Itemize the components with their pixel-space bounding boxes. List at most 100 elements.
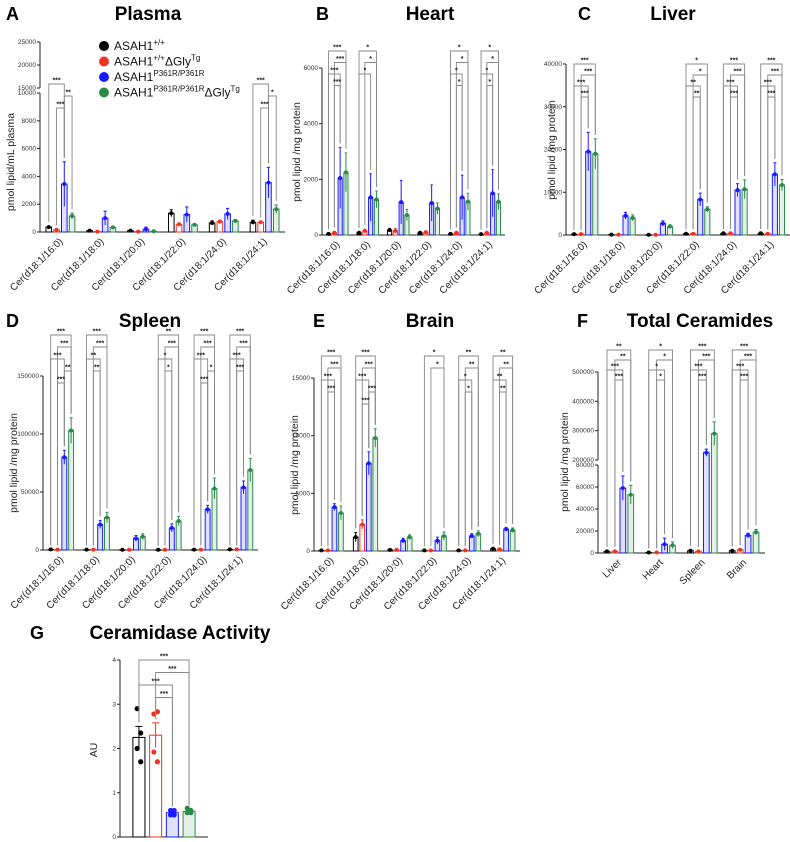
bar <box>702 452 710 554</box>
data-point <box>712 431 717 436</box>
data-point <box>87 228 92 233</box>
data-point <box>133 536 138 541</box>
significance-label: *** <box>168 341 176 348</box>
data-point <box>604 549 609 554</box>
significance-label: * <box>655 364 658 371</box>
data-point <box>765 231 770 236</box>
significance-bracket <box>656 379 666 549</box>
data-point <box>469 534 474 539</box>
significance-bracket <box>236 370 244 546</box>
y-tick-label: 10000 <box>292 433 310 440</box>
significance-bracket <box>155 697 173 807</box>
significance-label: *** <box>52 78 60 85</box>
y-tick-label: 0 <box>590 550 594 557</box>
y-tick-label: 10000 <box>18 90 36 97</box>
data-point <box>258 220 263 225</box>
significance-label: *** <box>93 329 101 336</box>
data-point <box>332 230 337 235</box>
significance-label: *** <box>361 350 369 357</box>
data-point <box>151 749 157 755</box>
significance-bracket <box>56 107 65 226</box>
significance-label: * <box>271 90 274 97</box>
significance-label: *** <box>581 91 589 98</box>
significance-label: * <box>659 344 662 351</box>
data-point <box>476 531 481 536</box>
significance-bracket <box>685 63 708 230</box>
data-point <box>227 547 232 552</box>
bar <box>331 506 338 552</box>
data-point <box>628 492 633 497</box>
significance-label: *** <box>694 364 702 371</box>
data-point <box>497 547 502 552</box>
significance-label: *** <box>260 102 268 109</box>
x-tick-label: Spleen <box>678 557 708 587</box>
bar <box>509 529 516 552</box>
significance-label: * <box>167 365 170 372</box>
significance-label: *** <box>767 91 775 98</box>
data-point <box>654 550 659 555</box>
data-point <box>84 547 89 552</box>
panel-B: B Heart 0 2000 4000 6000 pmol lipid /mg protei… <box>285 4 505 297</box>
data-point <box>667 224 672 229</box>
panel-letter: A <box>6 4 19 24</box>
data-point <box>435 206 440 211</box>
significance-label: *** <box>53 353 61 360</box>
significance-label: *** <box>744 354 752 361</box>
significance-bracket <box>207 370 215 502</box>
significance-label: *** <box>233 353 241 360</box>
data-point <box>134 745 140 752</box>
significance-label: * <box>659 374 662 381</box>
data-point <box>338 510 343 515</box>
data-point <box>234 547 239 552</box>
x-tick-label: Brain <box>725 557 749 581</box>
data-point <box>248 467 253 472</box>
data-point <box>504 527 509 532</box>
panel-letter: F <box>577 311 588 331</box>
data-point <box>404 212 409 217</box>
y-tick-label: 3 <box>112 701 116 708</box>
data-point <box>373 435 378 440</box>
y-tick-label: 15000 <box>18 85 36 92</box>
significance-label: * <box>695 58 698 65</box>
significance-label: *** <box>615 374 623 381</box>
data-point <box>696 549 701 554</box>
data-point <box>593 151 598 156</box>
y-tick-label: 15000 <box>292 375 310 382</box>
y-tick-label: 0 <box>32 229 36 236</box>
significance-label: *** <box>361 398 369 405</box>
data-point <box>128 228 133 233</box>
significance-bracket <box>580 96 589 230</box>
significance-label: * <box>363 68 366 75</box>
legend-label: ASAH1+/+ΔGlyTg <box>114 54 200 69</box>
significance-label: * <box>455 68 458 75</box>
data-point <box>448 231 453 236</box>
significance-bracket <box>692 96 701 230</box>
x-tick-label: Heart <box>641 557 666 582</box>
significance-label: ** <box>94 365 100 372</box>
data-point <box>465 199 470 204</box>
significance-label: * <box>210 365 213 372</box>
data-point <box>653 232 658 237</box>
significance-bracket <box>138 659 190 806</box>
significance-bracket <box>358 73 372 228</box>
y-tick-label: 300000 <box>572 428 594 435</box>
y-tick-label: 40000 <box>576 506 594 513</box>
data-point <box>362 228 367 233</box>
data-point <box>730 548 735 553</box>
data-point <box>332 505 337 510</box>
y-axis-label: pmol lipid /mg protein <box>8 413 20 513</box>
y-tick-label: 20000 <box>576 528 594 535</box>
significance-bracket <box>767 96 776 230</box>
significance-bracket <box>573 63 596 230</box>
data-point <box>572 232 577 237</box>
data-point <box>754 530 759 535</box>
significance-label: *** <box>257 78 265 85</box>
data-point <box>662 542 667 547</box>
legend-marker <box>99 56 109 67</box>
data-point <box>138 759 144 765</box>
significance-label: *** <box>584 69 592 76</box>
data-point <box>62 455 67 460</box>
y-axis-label: pmol lipid/mL plasma <box>5 113 17 211</box>
data-point <box>646 232 651 237</box>
data-point <box>738 547 743 552</box>
